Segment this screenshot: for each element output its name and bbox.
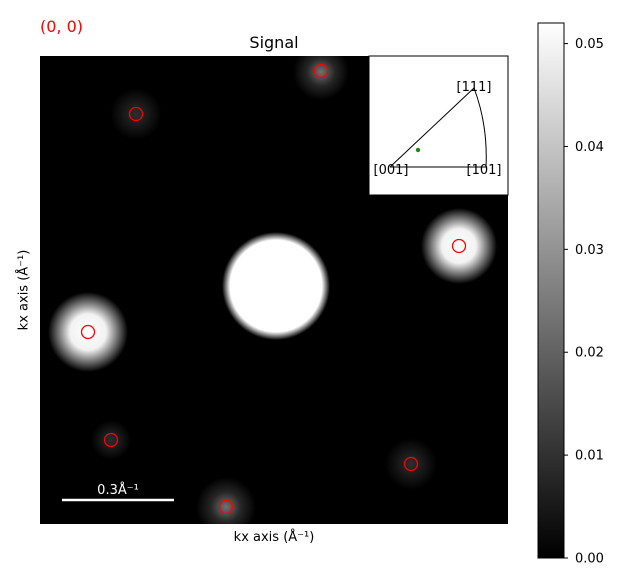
colorbar [537, 22, 565, 559]
diffraction-spot [421, 208, 497, 284]
colorbar-tick-label: 0.03 [575, 243, 604, 258]
diffraction-spot [91, 420, 131, 460]
marker-layer [80, 63, 467, 515]
inset-label-001: [001] [374, 163, 409, 178]
colorbar-tick-label: 0.04 [575, 140, 604, 155]
diffraction-spots [48, 56, 497, 524]
scale-bar-label: 0.3Å⁻¹ [97, 482, 139, 498]
colorbar-tick-label: 0.02 [575, 346, 604, 361]
marker-circle [218, 499, 234, 515]
marker-circle [103, 432, 119, 448]
marker-circle [313, 63, 329, 79]
inset-label-101: [101] [467, 163, 502, 178]
diffraction-spot [293, 56, 349, 100]
marker-circle [403, 456, 419, 472]
colorbar-tick-label: 0.00 [575, 552, 604, 567]
colorbar-tick-label: 0.01 [575, 449, 604, 464]
diffraction-spot [48, 292, 128, 372]
diffraction-spot [110, 88, 162, 140]
colorbar-ticks: 0.00 0.01 0.02 0.03 0.04 0.05 [564, 37, 604, 567]
marker-circle [128, 106, 144, 122]
orientation-triangle [389, 87, 487, 168]
x-axis-label: kx axis (Å⁻¹) [233, 530, 315, 545]
navigation-coordinate-label: (0, 0) [40, 17, 84, 36]
marker-circle [80, 324, 96, 340]
inset-panel [368, 55, 509, 196]
diffraction-spot [385, 438, 437, 490]
plot-title: Signal [249, 33, 299, 52]
inset-label-111: [111] [457, 80, 492, 95]
diffraction-spot [196, 477, 256, 524]
central-beam-spot [222, 232, 330, 340]
marker-circle [451, 238, 467, 254]
orientation-marker [415, 147, 421, 153]
colorbar-tick-label: 0.05 [575, 37, 604, 52]
